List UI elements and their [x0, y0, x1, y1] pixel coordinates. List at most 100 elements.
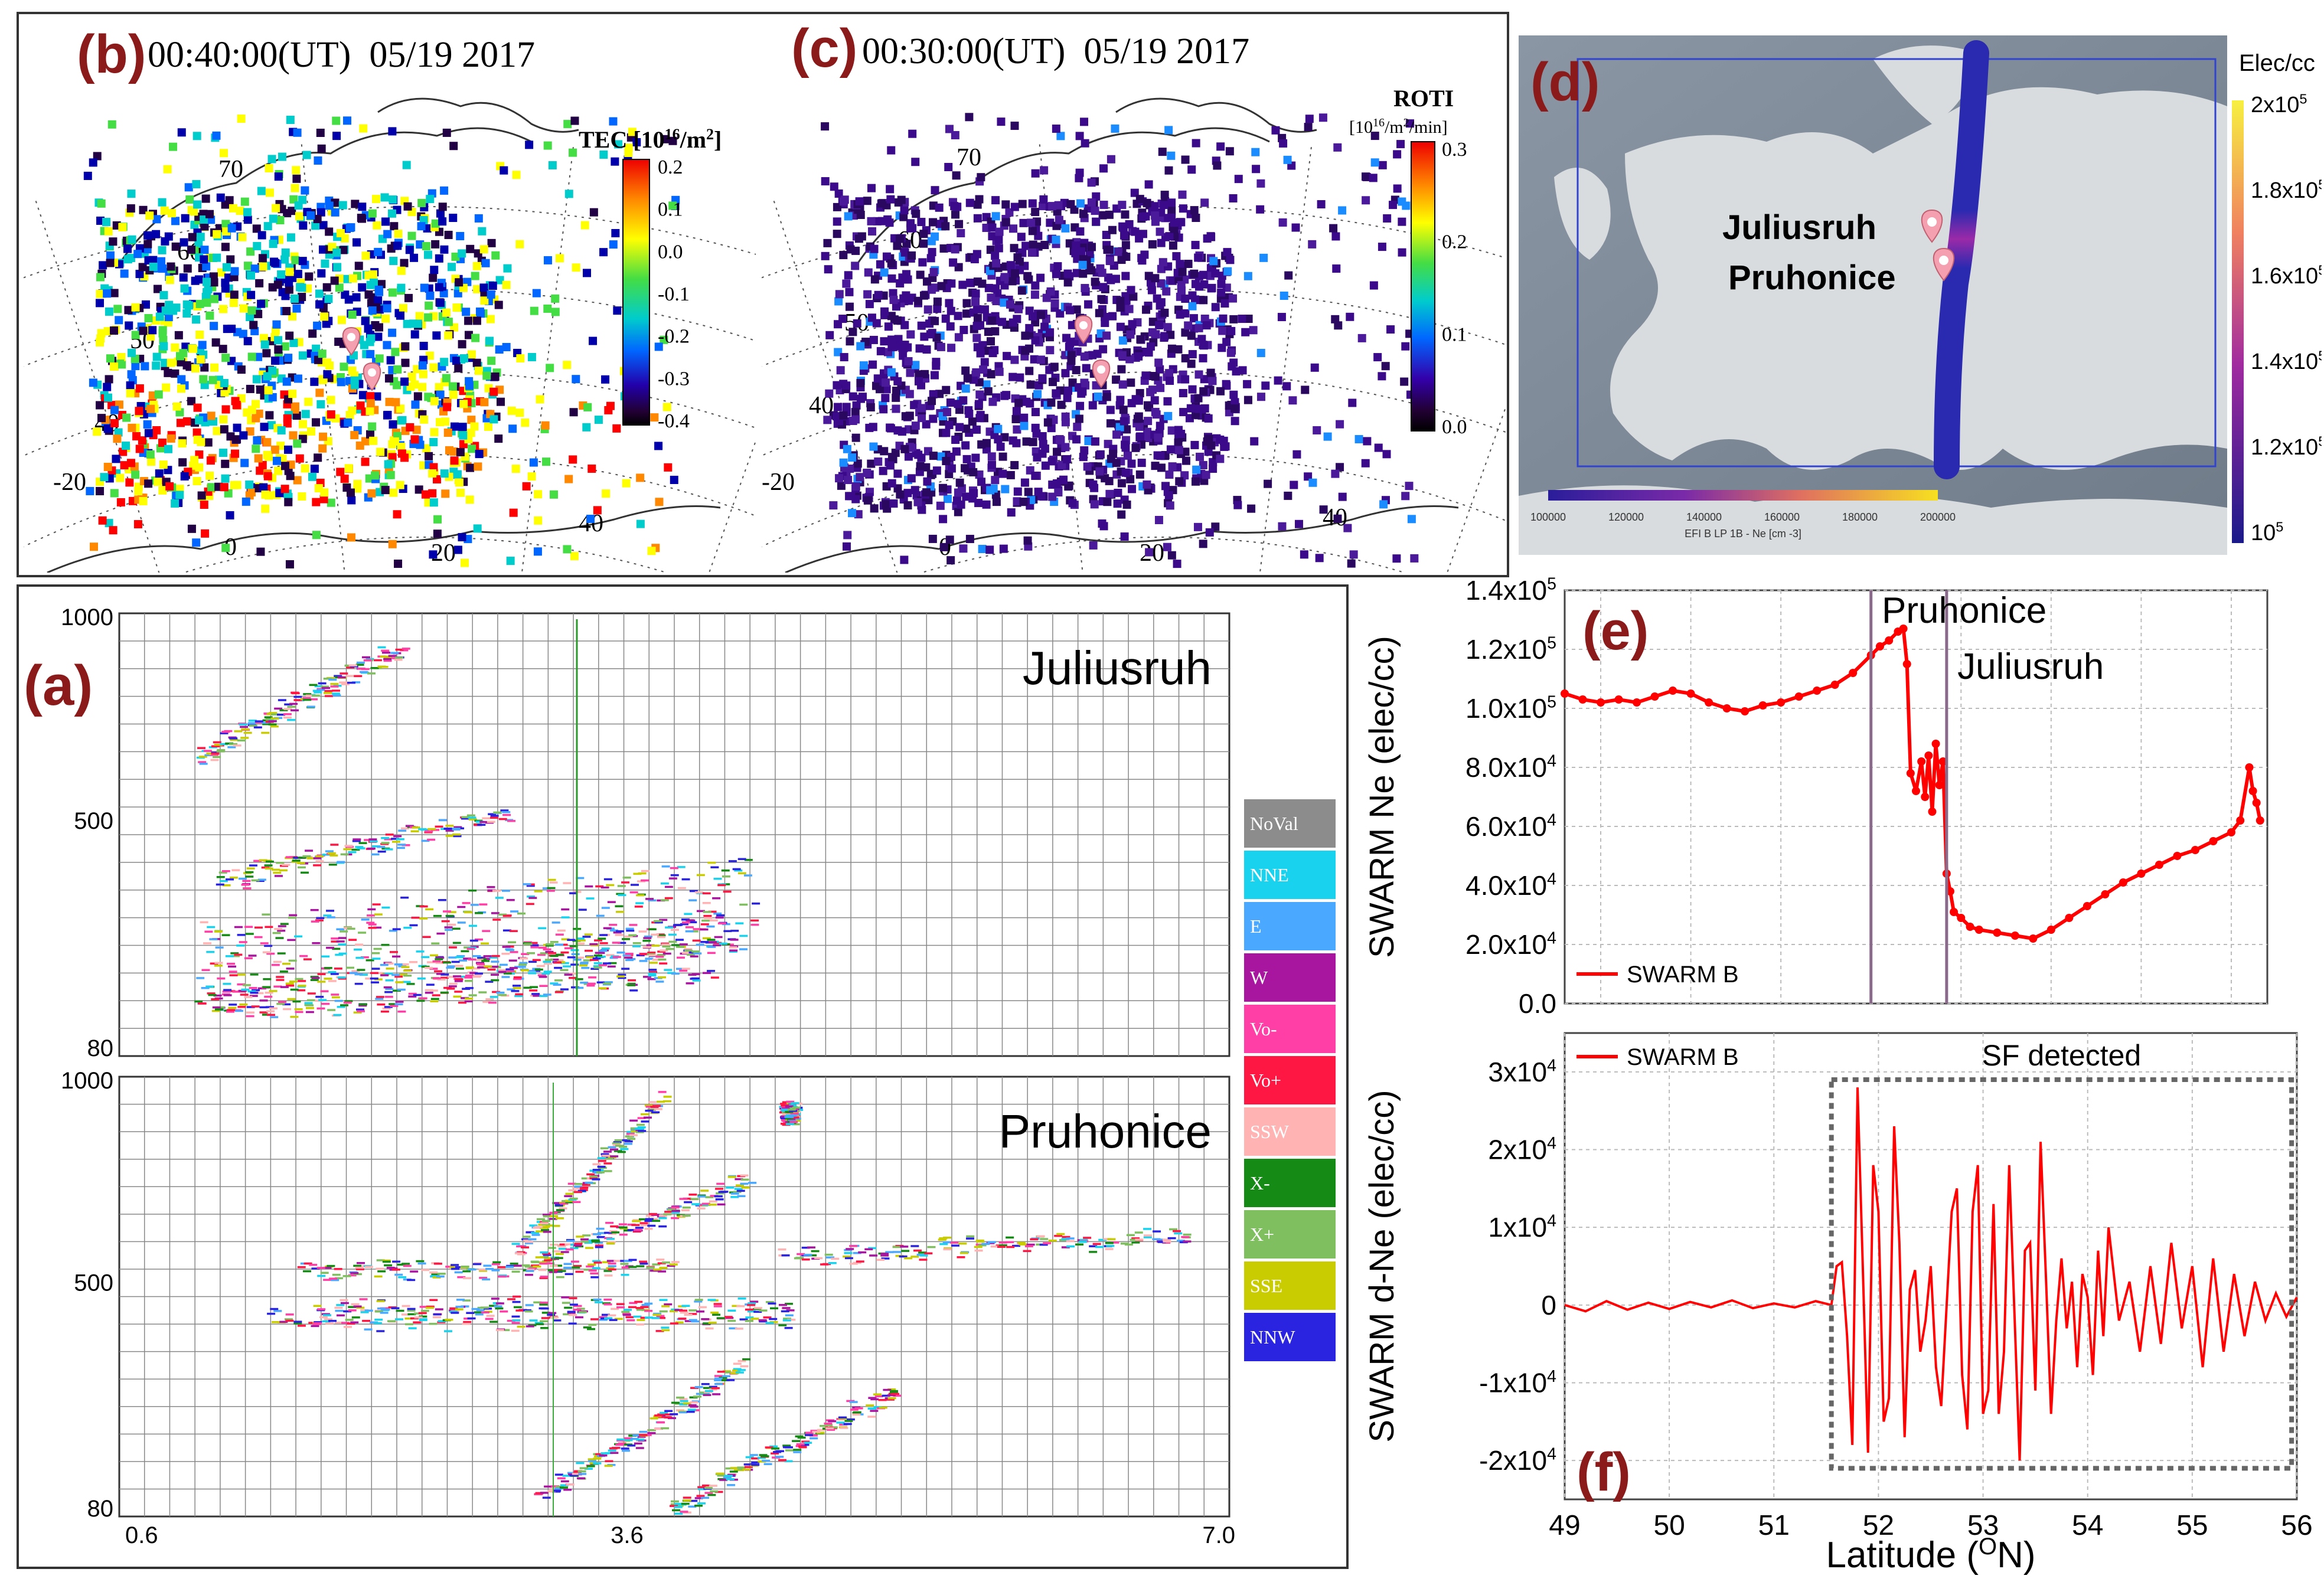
map-data-point [380, 193, 389, 202]
map-data-point [366, 392, 375, 401]
map-data-point [1024, 488, 1033, 496]
ionogram-echo [530, 944, 539, 946]
ionogram-echo [630, 1128, 639, 1131]
map-data-point [1193, 522, 1202, 531]
map-data-point [1141, 371, 1150, 380]
ionogram-echo [307, 992, 316, 995]
map-data-point [1157, 264, 1166, 273]
ionogram-echo [319, 1316, 328, 1319]
map-data-point [293, 476, 302, 485]
map-data-point [243, 262, 252, 270]
ionogram-echo [701, 1484, 710, 1487]
ionogram-echo [887, 1397, 896, 1400]
ionogram-echo [604, 981, 613, 983]
map-data-point [926, 254, 935, 263]
map-data-point [1278, 218, 1287, 227]
ionogram-echo [562, 1475, 571, 1477]
map-data-point [262, 349, 271, 358]
map-data-point [1157, 298, 1166, 307]
map-data-point [842, 381, 851, 390]
ionogram-echo [366, 921, 375, 924]
ionogram-echo [524, 1242, 533, 1244]
map-data-point [183, 264, 192, 273]
ionogram-echo [261, 731, 270, 734]
ionogram-echo [334, 1306, 343, 1309]
ionogram-echo [671, 944, 680, 946]
map-data-point [440, 469, 449, 478]
map-data-point [152, 426, 161, 434]
map-data-point [512, 171, 521, 179]
map-data-point [488, 282, 497, 290]
ionogram-echo [636, 1127, 645, 1130]
map-data-point [233, 435, 241, 444]
ionogram-echo [734, 870, 743, 872]
map-data-point [171, 217, 180, 225]
map-data-point [1187, 331, 1196, 340]
ionogram-echo [600, 1147, 609, 1150]
map-data-point [1209, 457, 1218, 466]
ionogram-echo [728, 860, 737, 862]
ionogram-echo [684, 1201, 693, 1204]
ionogram-echo [214, 1008, 223, 1011]
map-data-point [255, 279, 264, 287]
ionogram-echo [805, 1431, 814, 1434]
map-data-point [289, 338, 298, 347]
ionogram-echo [561, 908, 570, 911]
map-data-point [436, 298, 445, 307]
map-data-point [323, 370, 332, 379]
ionogram-echo [827, 1429, 835, 1431]
ionogram-echo [652, 959, 661, 961]
map-data-point [344, 295, 353, 304]
ionogram-echo [356, 661, 365, 664]
ionogram-echo [263, 978, 272, 980]
map-data-point [1091, 207, 1099, 215]
map-data-point [325, 361, 334, 370]
map-data-point [1121, 272, 1130, 280]
ionogram-echo [574, 1243, 583, 1245]
map-data-point [202, 262, 211, 271]
ionogram-echo [327, 916, 335, 919]
map-data-point [465, 495, 474, 504]
map-data-point [1167, 426, 1176, 435]
ionogram-echo [489, 956, 498, 959]
map-data-point [306, 211, 315, 220]
map-data-point [1000, 298, 1008, 307]
ionogram-echo [462, 1299, 471, 1302]
ionogram-echo [617, 1150, 626, 1153]
ionogram-echo [721, 1379, 730, 1381]
map-data-point [411, 400, 420, 409]
ionogram-echo [663, 1096, 672, 1098]
ionogram-echo [688, 921, 697, 924]
ionogram-echo [227, 990, 236, 992]
ionogram-echo [686, 1410, 695, 1413]
ionogram-echo [527, 970, 536, 972]
map-data-point [229, 204, 237, 213]
map-data-point [208, 375, 217, 384]
ionogram-echo [229, 970, 237, 973]
ionogram-echo [317, 1308, 326, 1310]
ionogram-echo [490, 816, 499, 819]
map-data-point [206, 456, 215, 465]
map-data-point [418, 383, 427, 391]
map-data-point [917, 218, 926, 227]
ionogram-echo [812, 1430, 821, 1433]
ionogram-echo [229, 1004, 237, 1006]
colorbar-tick: 2x105 [2251, 91, 2307, 117]
ionogram-echo [239, 723, 247, 725]
map-data-point [864, 268, 873, 277]
map-data-point [159, 335, 168, 344]
ionogram-echo [239, 941, 247, 943]
ionogram-echo [458, 1001, 467, 1004]
ionogram-echo [702, 937, 711, 940]
ionogram-echo [602, 1155, 611, 1157]
map-data-point [1008, 372, 1017, 381]
ionogram-echo [776, 1450, 785, 1453]
ionogram-echo [359, 1003, 368, 1006]
map-data-point [243, 336, 252, 345]
ionogram-echo [389, 1003, 397, 1005]
ionogram-echo [696, 943, 704, 946]
map-data-point [291, 402, 300, 411]
map-data-point [442, 308, 451, 317]
map-data-point [915, 344, 924, 353]
ionogram-echo [715, 916, 724, 919]
